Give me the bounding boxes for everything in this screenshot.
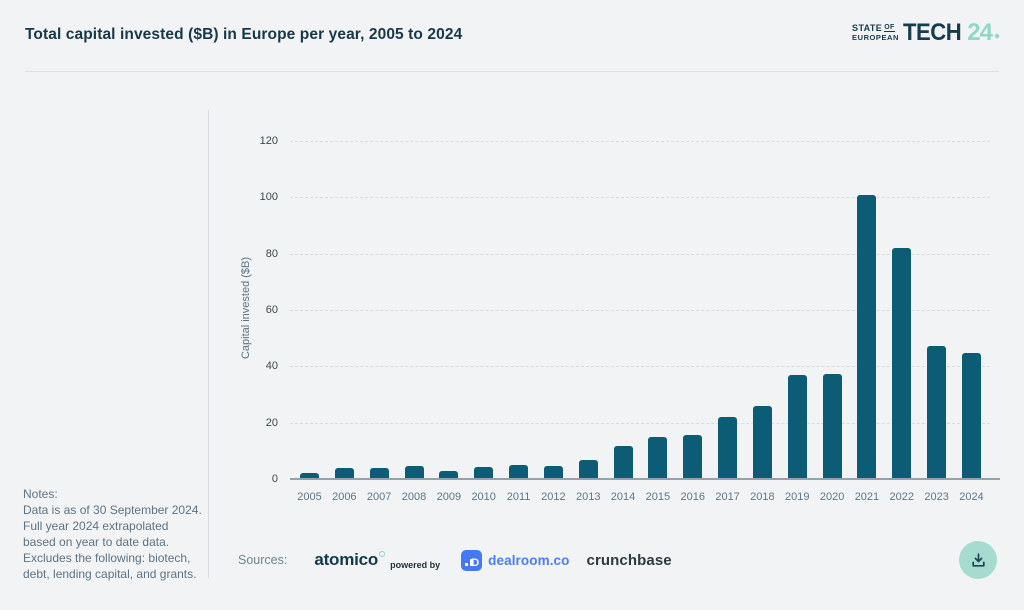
- x-tick-label: 2021: [854, 491, 880, 503]
- bar-2013[interactable]: [578, 460, 598, 478]
- bar-2006[interactable]: [334, 468, 354, 478]
- bar-2015[interactable]: [648, 437, 668, 478]
- state-of-european-tech-logo: STATE OF EUROPEAN TECH 24: [852, 19, 1000, 46]
- bar-2020[interactable]: [822, 374, 842, 478]
- x-tick-label: 2008: [401, 491, 427, 503]
- gridline-y-120: [290, 141, 990, 143]
- y-tick-label: 40: [265, 360, 278, 373]
- bar-2005[interactable]: [300, 473, 319, 478]
- dealroom-icon: D: [461, 549, 483, 571]
- bar-2021[interactable]: [857, 195, 877, 478]
- bar-2012[interactable]: [543, 466, 563, 478]
- x-tick-label: 2017: [715, 491, 740, 503]
- x-tick-label: 2005: [297, 491, 322, 503]
- notes-body: Data is as of 30 September 2024. Full ye…: [23, 503, 202, 582]
- x-tick-label: 2020: [819, 491, 845, 503]
- bar-2019[interactable]: [787, 375, 807, 478]
- y-tick-label: 20: [265, 416, 278, 429]
- y-axis-title: Capital invested ($B): [240, 256, 252, 360]
- bar-2009[interactable]: [439, 471, 459, 478]
- x-tick-label: 2024: [959, 491, 984, 503]
- bar-2008[interactable]: [404, 466, 424, 478]
- logo-european-text: EUROPEAN: [852, 33, 899, 43]
- x-tick-label: 2013: [575, 491, 601, 503]
- bar-2018[interactable]: [752, 406, 772, 478]
- bar-2017[interactable]: [718, 417, 738, 478]
- bar-2016[interactable]: [683, 435, 703, 478]
- gridline-y-100: [290, 197, 990, 199]
- sources-label: Sources:: [238, 553, 288, 567]
- powered-by-label: powered by: [390, 560, 441, 570]
- bar-2023[interactable]: [927, 346, 947, 478]
- vertical-divider: [208, 110, 209, 578]
- x-tick-label: 2019: [785, 491, 810, 503]
- atomico-logo[interactable]: atomico: [314, 550, 386, 570]
- notes-label: Notes:: [23, 487, 58, 501]
- x-tick-label: 2023: [924, 491, 949, 503]
- x-tick-label: 2015: [645, 491, 671, 503]
- bar-2014[interactable]: [613, 446, 633, 478]
- x-tick-label: 2012: [541, 491, 566, 503]
- y-tick-label: 100: [259, 191, 278, 204]
- gridline-y-80: [290, 253, 990, 255]
- crunchbase-logo[interactable]: crunchbase: [586, 551, 672, 569]
- x-tick-label: 2018: [750, 491, 775, 503]
- dealroom-logo[interactable]: D dealroom.co: [461, 549, 570, 571]
- x-tick-label: 2009: [436, 491, 462, 503]
- sources-row: Sources: atomico powered by D dealroom.c…: [238, 546, 672, 574]
- logo-state-text: STATE: [852, 23, 883, 34]
- logo-state-of-european: STATE OF EUROPEAN: [852, 24, 899, 42]
- header-divider: [25, 71, 999, 72]
- x-tick-label: 2011: [506, 491, 531, 503]
- gridline-y-40: [290, 366, 990, 368]
- page-title: Total capital invested ($B) in Europe pe…: [25, 26, 463, 43]
- bar-2007[interactable]: [369, 468, 389, 478]
- download-icon: [971, 552, 985, 567]
- chart-notes: Notes: Data is as of 30 September 2024. …: [23, 486, 204, 582]
- bar-2022[interactable]: [892, 248, 912, 478]
- y-tick-label: 60: [265, 304, 278, 316]
- dealroom-label: dealroom.co: [488, 552, 570, 568]
- bar-2010[interactable]: [474, 467, 494, 478]
- x-tick-label: 2016: [680, 491, 705, 503]
- y-tick-label: 80: [265, 247, 278, 260]
- x-axis-line: [290, 478, 1000, 480]
- x-tick-label: 2010: [471, 491, 496, 503]
- logo-year-text: 24: [967, 19, 993, 46]
- gridline-y-20: [290, 422, 990, 424]
- y-tick-label: 0: [271, 473, 278, 485]
- logo-tech-text: TECH: [902, 19, 962, 46]
- x-tick-label: 2006: [332, 491, 357, 503]
- gridline-y-60: [290, 310, 990, 311]
- y-tick-label: 120: [259, 135, 278, 148]
- atomico-ring-icon: [379, 551, 386, 557]
- bar-2011[interactable]: [509, 465, 529, 478]
- logo-of-text: OF: [884, 24, 895, 33]
- bar-2024[interactable]: [961, 353, 981, 478]
- download-button[interactable]: [959, 541, 997, 579]
- x-tick-label: 2022: [889, 491, 914, 503]
- x-tick-label: 2007: [366, 491, 392, 503]
- x-tick-label: 2014: [610, 491, 636, 503]
